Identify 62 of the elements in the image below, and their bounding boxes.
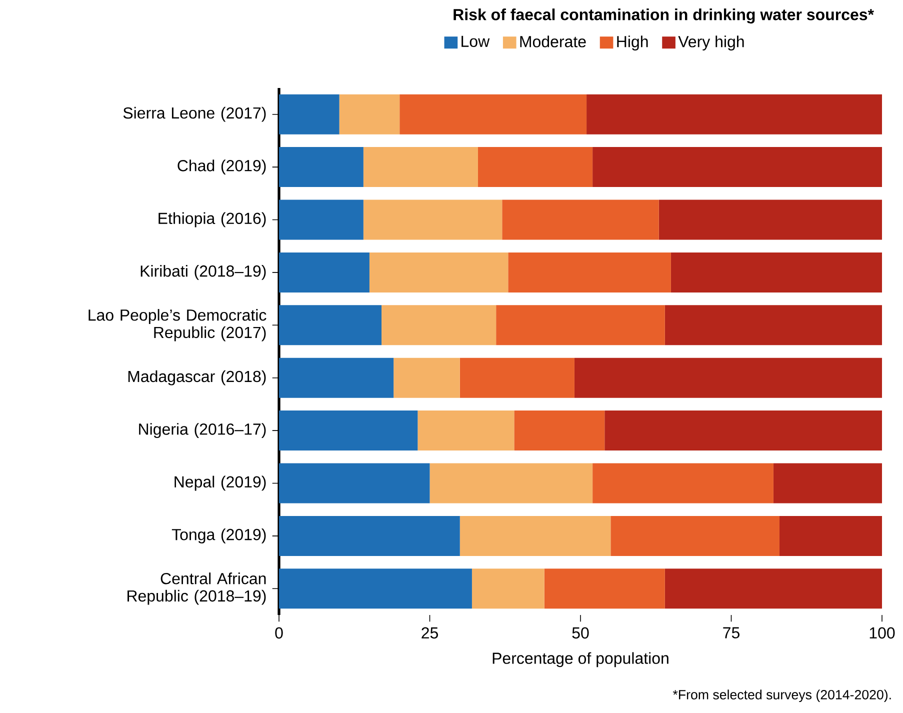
bar (472, 568, 544, 609)
bar (363, 200, 502, 240)
x-tick-label: 75 (723, 627, 740, 638)
bar (460, 516, 611, 556)
x-tick-label: 100 (870, 627, 895, 639)
legend-label: High (617, 36, 648, 50)
bar (460, 358, 574, 398)
bar (339, 94, 400, 134)
bar (574, 358, 882, 398)
bar (544, 568, 665, 609)
x-axis-title: Percentage of population (492, 652, 668, 668)
bar (592, 147, 882, 188)
bar (279, 568, 472, 609)
bar (610, 516, 780, 556)
bar (508, 252, 671, 292)
bar (279, 463, 430, 504)
x-tick-label: 50 (572, 627, 589, 639)
y-tick-label: Central African Republic (2018–19) (128, 572, 266, 605)
bar (279, 410, 418, 451)
bar (279, 94, 340, 134)
bar (279, 252, 370, 292)
chart-title: Risk of faecal contamination in drinking water sources* (454, 8, 874, 24)
legend-label: Low (462, 36, 490, 48)
y-tick-label: Nigeria (2016–17) (139, 423, 266, 438)
bar (514, 410, 605, 451)
bar (779, 516, 882, 556)
y-tick-label: Lao People’s Democratic Republic (2017) (88, 309, 266, 342)
bar (363, 147, 478, 188)
bar (279, 516, 460, 556)
bar (664, 568, 882, 609)
y-tick-label: Madagascar (2018) (128, 370, 266, 386)
y-tick-label: Kiribati (2018–19) (140, 265, 266, 280)
bar (382, 305, 496, 346)
bar (279, 200, 364, 240)
legend-label: Moderate (520, 36, 586, 48)
bar (400, 94, 587, 134)
bar (773, 463, 882, 504)
bar (279, 358, 394, 398)
bar (658, 200, 882, 240)
x-tick-label: 25 (422, 627, 438, 639)
bar (279, 305, 382, 346)
bar (478, 147, 593, 188)
bar (604, 410, 882, 451)
bar (369, 252, 508, 292)
bar (279, 147, 364, 188)
bar (664, 305, 882, 346)
text: *From selected surveys (2014-2020). (672, 690, 891, 702)
legend-label: Very high (678, 36, 744, 50)
y-tick-label: Sierra Leone (2017) (123, 106, 266, 122)
bar (586, 94, 882, 134)
y-tick-label: Ethiopia (2016) (158, 212, 266, 228)
x-tick-label: 0 (275, 627, 283, 639)
bar (592, 463, 774, 504)
bar (430, 463, 593, 504)
y-tick-label: Nepal (2019) (174, 476, 266, 491)
bar (670, 252, 882, 292)
bar (496, 305, 665, 346)
y-tick-label: Chad (2019) (178, 160, 266, 174)
bar (502, 200, 659, 240)
bar (418, 410, 514, 451)
y-tick-label: Tonga (2019) (172, 528, 266, 544)
bar (394, 358, 460, 398)
